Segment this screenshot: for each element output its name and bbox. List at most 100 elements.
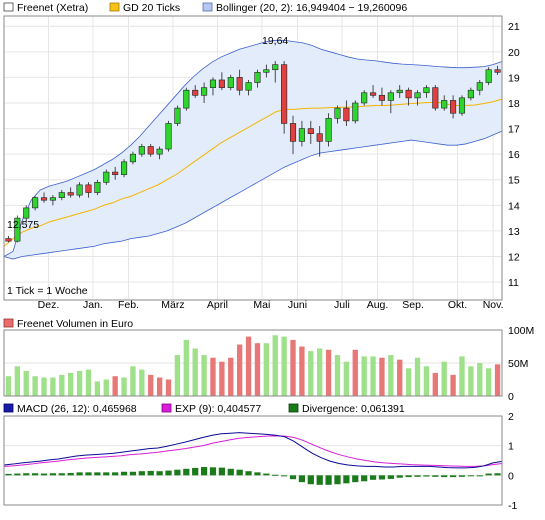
macd-ytick-label: -1 xyxy=(508,500,517,512)
volume-bar xyxy=(121,377,127,396)
candle-body xyxy=(14,217,21,242)
volume-bar xyxy=(50,377,56,396)
volume-bar xyxy=(397,359,403,396)
price-ytick-label: 17 xyxy=(508,124,520,136)
divergence-bar xyxy=(49,473,57,476)
volume-bar xyxy=(68,372,74,396)
candle-body xyxy=(467,89,474,99)
candle-body xyxy=(476,82,483,91)
divergence-bar xyxy=(58,473,65,476)
volume-bar xyxy=(32,376,38,396)
candle-body xyxy=(209,79,217,88)
volume-bar xyxy=(432,372,438,396)
candle-body xyxy=(281,64,288,124)
legend-swatch xyxy=(3,2,14,12)
candle-body xyxy=(263,69,270,73)
divergence-bar xyxy=(156,471,163,476)
candle-body xyxy=(129,153,137,163)
candle-body xyxy=(5,238,12,242)
volume-bar xyxy=(14,366,21,396)
legend-label: Freenet Volumen in Euro xyxy=(17,318,133,330)
divergence-bar xyxy=(67,472,74,476)
divergence-bar xyxy=(325,475,332,485)
volume-bar xyxy=(388,355,394,396)
divergence-bar xyxy=(298,475,306,483)
divergence-bar xyxy=(289,475,297,480)
volume-bar xyxy=(5,376,12,396)
bollinger-lower-line xyxy=(3,130,503,260)
candle-body xyxy=(94,182,101,193)
legend-swatch xyxy=(161,403,172,413)
candle-body xyxy=(378,95,386,101)
volume-ytick-label: 100M xyxy=(508,325,534,337)
price-ytick-label: 14 xyxy=(508,200,520,212)
macd-ytick-label: 0 xyxy=(508,470,514,482)
price-panel: 11 12 13 14 15 16 17 18 19 20 21 19,64 12,575 1 Tick … xyxy=(3,15,520,311)
divergence-bar xyxy=(476,475,483,477)
price-ytick-label: 15 xyxy=(508,175,520,187)
divergence-bar xyxy=(76,472,83,476)
legend-label: Freenet (Xetra) xyxy=(17,2,88,14)
legend-label: GD 20 Ticks xyxy=(123,2,180,14)
divergence-bar xyxy=(423,475,430,477)
divergence-bar xyxy=(441,475,448,478)
candle-body xyxy=(334,107,341,119)
high-annotation: 19,64 xyxy=(262,35,288,47)
volume-bar xyxy=(334,355,341,396)
macd-ytick-label: 2 xyxy=(508,411,514,423)
divergence-bar xyxy=(14,473,21,476)
divergence-bar xyxy=(369,475,377,480)
candle-body xyxy=(227,77,234,88)
volume-panel: 0 50M 100M xyxy=(3,325,534,403)
legend-swatch xyxy=(109,2,120,12)
price-ytick-label: 18 xyxy=(508,98,520,110)
divergence-bar xyxy=(245,471,252,476)
volume-bar xyxy=(165,379,172,396)
volume-bar xyxy=(41,377,47,396)
divergence-bar xyxy=(494,473,501,476)
candle-body xyxy=(405,89,412,99)
sma20-line xyxy=(3,98,503,247)
volume-bar xyxy=(272,335,278,396)
volume-bar xyxy=(459,356,465,396)
divergence-bar xyxy=(94,472,101,476)
macd-frame xyxy=(3,415,503,506)
x-tick-label: Nov. xyxy=(483,299,504,311)
volume-bar xyxy=(494,364,501,396)
divergence-bar xyxy=(120,471,128,476)
candle-body xyxy=(76,184,83,196)
low-annotation: 12,575 xyxy=(7,219,39,231)
volume-bar xyxy=(254,343,261,396)
candle-body xyxy=(298,128,305,142)
volume-bar xyxy=(325,349,332,396)
price-frame xyxy=(3,15,503,301)
divergence-bar xyxy=(343,475,350,484)
volume-bar xyxy=(299,346,305,396)
volume-bar xyxy=(94,381,101,396)
volume-bar xyxy=(405,368,412,396)
legend-swatch xyxy=(3,318,14,328)
x-tick-label: Mai xyxy=(253,299,270,311)
divergence-bar xyxy=(192,467,199,476)
x-tick-label: Aug. xyxy=(367,299,389,311)
candle-body xyxy=(369,92,377,96)
price-ytick-label: 12 xyxy=(508,252,520,264)
volume-bar xyxy=(281,336,287,396)
volume-bar xyxy=(485,368,492,396)
divergence-bar xyxy=(40,473,48,476)
divergence-bar xyxy=(174,469,181,476)
candle-body xyxy=(325,118,332,142)
x-tick-label: Dez. xyxy=(38,299,60,311)
candle-body xyxy=(23,207,30,219)
divergence-bar xyxy=(387,475,394,479)
candle-body xyxy=(67,192,74,196)
divergence-bar xyxy=(352,475,359,483)
candle-body xyxy=(396,89,403,94)
divergence-bar xyxy=(254,472,261,476)
x-tick-label: März xyxy=(161,299,184,311)
divergence-bar xyxy=(378,475,386,480)
legend-label: Divergence: 0,061391 xyxy=(302,403,405,415)
divergence-bar xyxy=(414,475,421,477)
divergence-bar xyxy=(334,475,341,485)
